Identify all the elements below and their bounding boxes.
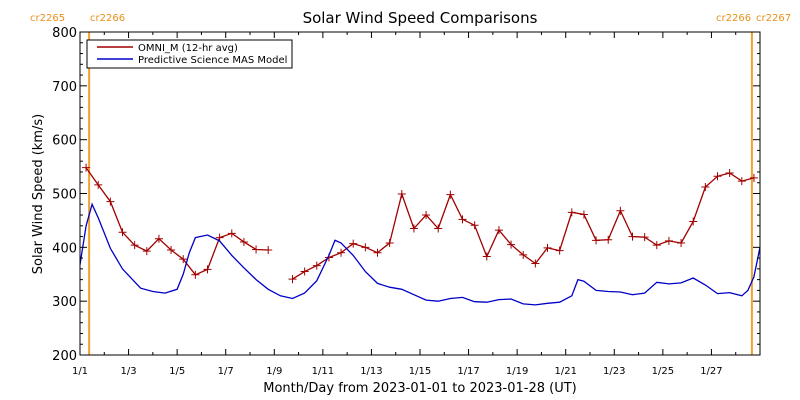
data-point-omni xyxy=(264,246,273,255)
y-tick-label: 300 xyxy=(52,295,77,310)
data-point-omni xyxy=(337,248,346,257)
x-tick-label: 1/11 xyxy=(312,366,334,377)
x-axis: 1/1 1/3 1/5 1/7 1/9 1/11 1/13 1/15 1/17 1/19 1/21 1… xyxy=(72,32,737,377)
legend: OMNI_M (12-hr avg) Predictive Science MA… xyxy=(86,39,293,69)
data-point-omni xyxy=(300,267,309,276)
data-point-omni xyxy=(422,211,431,220)
x-tick-label: 1/25 xyxy=(652,366,674,377)
x-tick-label: 1/7 xyxy=(218,366,234,377)
data-point-omni xyxy=(94,180,103,189)
data-point-omni xyxy=(397,190,406,199)
data-point-omni xyxy=(592,236,601,245)
data-point-omni xyxy=(154,234,163,243)
x-tick-label: 1/3 xyxy=(121,366,137,377)
carrington-markers xyxy=(88,32,753,355)
chart-title: Solar Wind Speed Comparisons xyxy=(303,9,538,27)
data-point-omni xyxy=(652,241,661,250)
data-point-omni xyxy=(725,169,734,178)
data-point-omni xyxy=(349,239,358,248)
y-tick-label: 500 xyxy=(52,188,77,203)
carrington-label-left-end: cr2266 xyxy=(716,13,751,24)
data-point-omni xyxy=(385,239,394,248)
y-tick-label: 200 xyxy=(52,349,77,364)
series-line-mas xyxy=(79,202,761,306)
data-point-omni xyxy=(579,210,588,219)
data-point-omni xyxy=(640,233,649,242)
data-point-omni xyxy=(361,243,370,252)
data-point-omni xyxy=(227,229,236,238)
y-axis-label: Solar Wind Speed (km/s) xyxy=(31,114,46,274)
data-point-omni xyxy=(252,245,261,254)
x-tick-label: 1/1 xyxy=(72,366,88,377)
data-point-omni xyxy=(628,232,637,241)
data-point-omni xyxy=(713,172,722,181)
data-point-omni xyxy=(179,255,188,264)
data-point-omni xyxy=(203,265,212,274)
data-point-omni xyxy=(142,247,151,256)
carrington-label-right-start: cr2266 xyxy=(90,13,125,24)
data-point-omni xyxy=(616,206,625,215)
series-line-omni-2 xyxy=(292,172,755,280)
data-point-omni xyxy=(167,246,176,255)
data-point-omni xyxy=(470,221,479,230)
legend-label-omni: OMNI_M (12-hr avg) xyxy=(138,43,238,54)
y-axis: 200 300 400 500 600 700 800 xyxy=(52,26,760,364)
data-point-omni xyxy=(409,224,418,233)
carrington-label-right-end: cr2267 xyxy=(756,13,791,24)
data-point-omni xyxy=(373,248,382,257)
data-point-omni xyxy=(531,259,540,268)
data-point-omni xyxy=(555,246,564,255)
data-point-omni xyxy=(239,237,248,246)
data-point-omni xyxy=(519,250,528,259)
data-point-omni xyxy=(446,190,455,199)
data-point-omni xyxy=(130,241,139,250)
x-tick-label: 1/15 xyxy=(409,366,431,377)
data-point-omni xyxy=(737,177,746,186)
data-point-omni xyxy=(701,183,710,192)
data-point-omni xyxy=(749,173,758,182)
legend-box xyxy=(86,39,293,69)
legend-label-mas: Predictive Science MAS Model xyxy=(138,55,287,66)
data-point-omni xyxy=(689,217,698,226)
x-tick-label: 1/23 xyxy=(603,366,625,377)
y-tick-label: 600 xyxy=(52,134,77,149)
series-line-omni-1 xyxy=(85,167,269,276)
data-point-omni xyxy=(106,197,115,206)
x-axis-label: Month/Day from 2023-01-01 to 2023-01-28 … xyxy=(263,381,576,396)
carrington-label-left-start: cr2265 xyxy=(30,13,65,24)
y-tick-label: 400 xyxy=(52,241,77,256)
data-point-omni xyxy=(118,228,127,237)
x-tick-label: 1/19 xyxy=(506,366,528,377)
data-point-omni xyxy=(677,239,686,248)
data-point-omni xyxy=(288,275,297,284)
x-tick-label: 1/9 xyxy=(266,366,282,377)
data-point-omni xyxy=(664,236,673,245)
x-tick-label: 1/5 xyxy=(169,366,185,377)
y-tick-label: 700 xyxy=(52,80,77,95)
x-tick-label: 1/17 xyxy=(457,366,479,377)
x-tick-label: 1/21 xyxy=(554,366,576,377)
y-tick-label: 800 xyxy=(52,26,77,41)
data-point-omni xyxy=(434,224,443,233)
data-point-omni xyxy=(543,243,552,252)
data-point-omni xyxy=(604,235,613,244)
data-point-omni xyxy=(191,270,200,279)
data-point-omni xyxy=(458,215,467,224)
data-point-omni xyxy=(507,240,516,249)
plot-frame xyxy=(79,31,761,356)
data-point-omni xyxy=(567,208,576,217)
x-tick-label: 1/27 xyxy=(700,366,722,377)
data-point-omni xyxy=(482,252,491,261)
series-layer xyxy=(79,163,761,306)
data-point-omni xyxy=(82,163,91,172)
x-tick-label: 1/13 xyxy=(360,366,382,377)
data-point-omni xyxy=(494,226,503,235)
data-point-omni xyxy=(312,261,321,270)
